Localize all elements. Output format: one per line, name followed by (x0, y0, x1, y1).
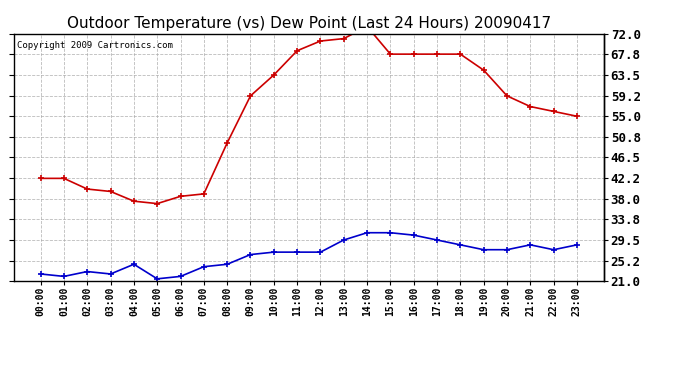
Text: Copyright 2009 Cartronics.com: Copyright 2009 Cartronics.com (17, 41, 172, 50)
Title: Outdoor Temperature (vs) Dew Point (Last 24 Hours) 20090417: Outdoor Temperature (vs) Dew Point (Last… (67, 16, 551, 31)
